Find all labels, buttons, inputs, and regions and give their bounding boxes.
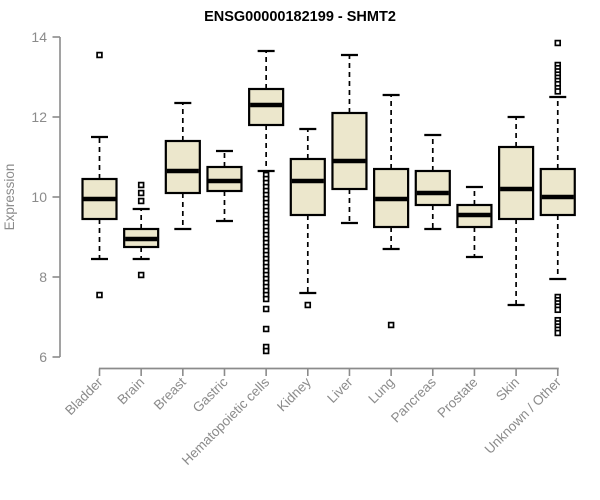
- x-axis-label: Gastric: [190, 374, 231, 415]
- boxplot-group-hematopoietic-cells: [248, 49, 285, 355]
- y-tick-label: 6: [39, 349, 47, 365]
- boxplot-group-pancreas: [414, 133, 451, 231]
- y-tick-label: 14: [31, 29, 47, 45]
- outlier-point: [137, 181, 145, 189]
- boxplot-group-unknown-other: [539, 39, 576, 337]
- box: [289, 157, 326, 217]
- outlier-point: [262, 347, 270, 355]
- outlier-point: [554, 39, 562, 47]
- boxplot-group-breast: [164, 101, 201, 231]
- boxplot-group-lung: [373, 93, 410, 329]
- outlier-point: [96, 51, 103, 59]
- box: [414, 169, 451, 207]
- boxplot-group-prostate: [456, 185, 493, 259]
- x-axis-label: Kidney: [274, 374, 314, 414]
- y-tick-label: 10: [31, 189, 47, 205]
- outlier-point: [554, 306, 562, 314]
- x-axis-label: Liver: [324, 374, 356, 406]
- boxplot-group-skin: [498, 115, 535, 307]
- box: [331, 111, 368, 191]
- x-axis-label: Brain: [114, 375, 147, 408]
- x-axis-label: Lung: [365, 375, 397, 407]
- boxplot-group-brain: [123, 181, 160, 279]
- boxplot-group-bladder: [81, 51, 118, 299]
- outlier-point: [137, 197, 145, 205]
- y-axis-title: Expression: [2, 164, 17, 231]
- x-axis-label: Pancreas: [388, 374, 439, 425]
- y-tick-label: 12: [31, 109, 47, 125]
- box: [164, 139, 201, 195]
- x-axis-label: Bladder: [62, 374, 106, 418]
- y-tick-label: 8: [39, 269, 47, 285]
- chart-title: ENSG00000182199 - SHMT2: [204, 9, 396, 25]
- boxplot-group-liver: [331, 53, 368, 225]
- outlier-point: [137, 271, 145, 279]
- x-axis-label: Breast: [151, 374, 189, 412]
- outlier-point: [387, 321, 395, 329]
- outlier-point: [554, 88, 562, 95]
- boxplot-group-kidney: [289, 127, 326, 309]
- x-axis-label: Skin: [493, 375, 522, 404]
- outlier-point: [262, 295, 270, 303]
- boxplot-group-gastric: [206, 149, 243, 223]
- outlier-point: [262, 305, 270, 313]
- box: [539, 167, 576, 217]
- outlier-point: [96, 291, 103, 299]
- x-axis-label: Prostate: [434, 375, 480, 421]
- box: [498, 145, 535, 221]
- outlier-point: [304, 301, 312, 309]
- outlier-point: [262, 325, 270, 333]
- x-axis-label: Unknown / Other: [482, 374, 565, 457]
- boxes-layer: [81, 39, 576, 355]
- outlier-point: [554, 329, 562, 337]
- outlier-point: [137, 189, 145, 197]
